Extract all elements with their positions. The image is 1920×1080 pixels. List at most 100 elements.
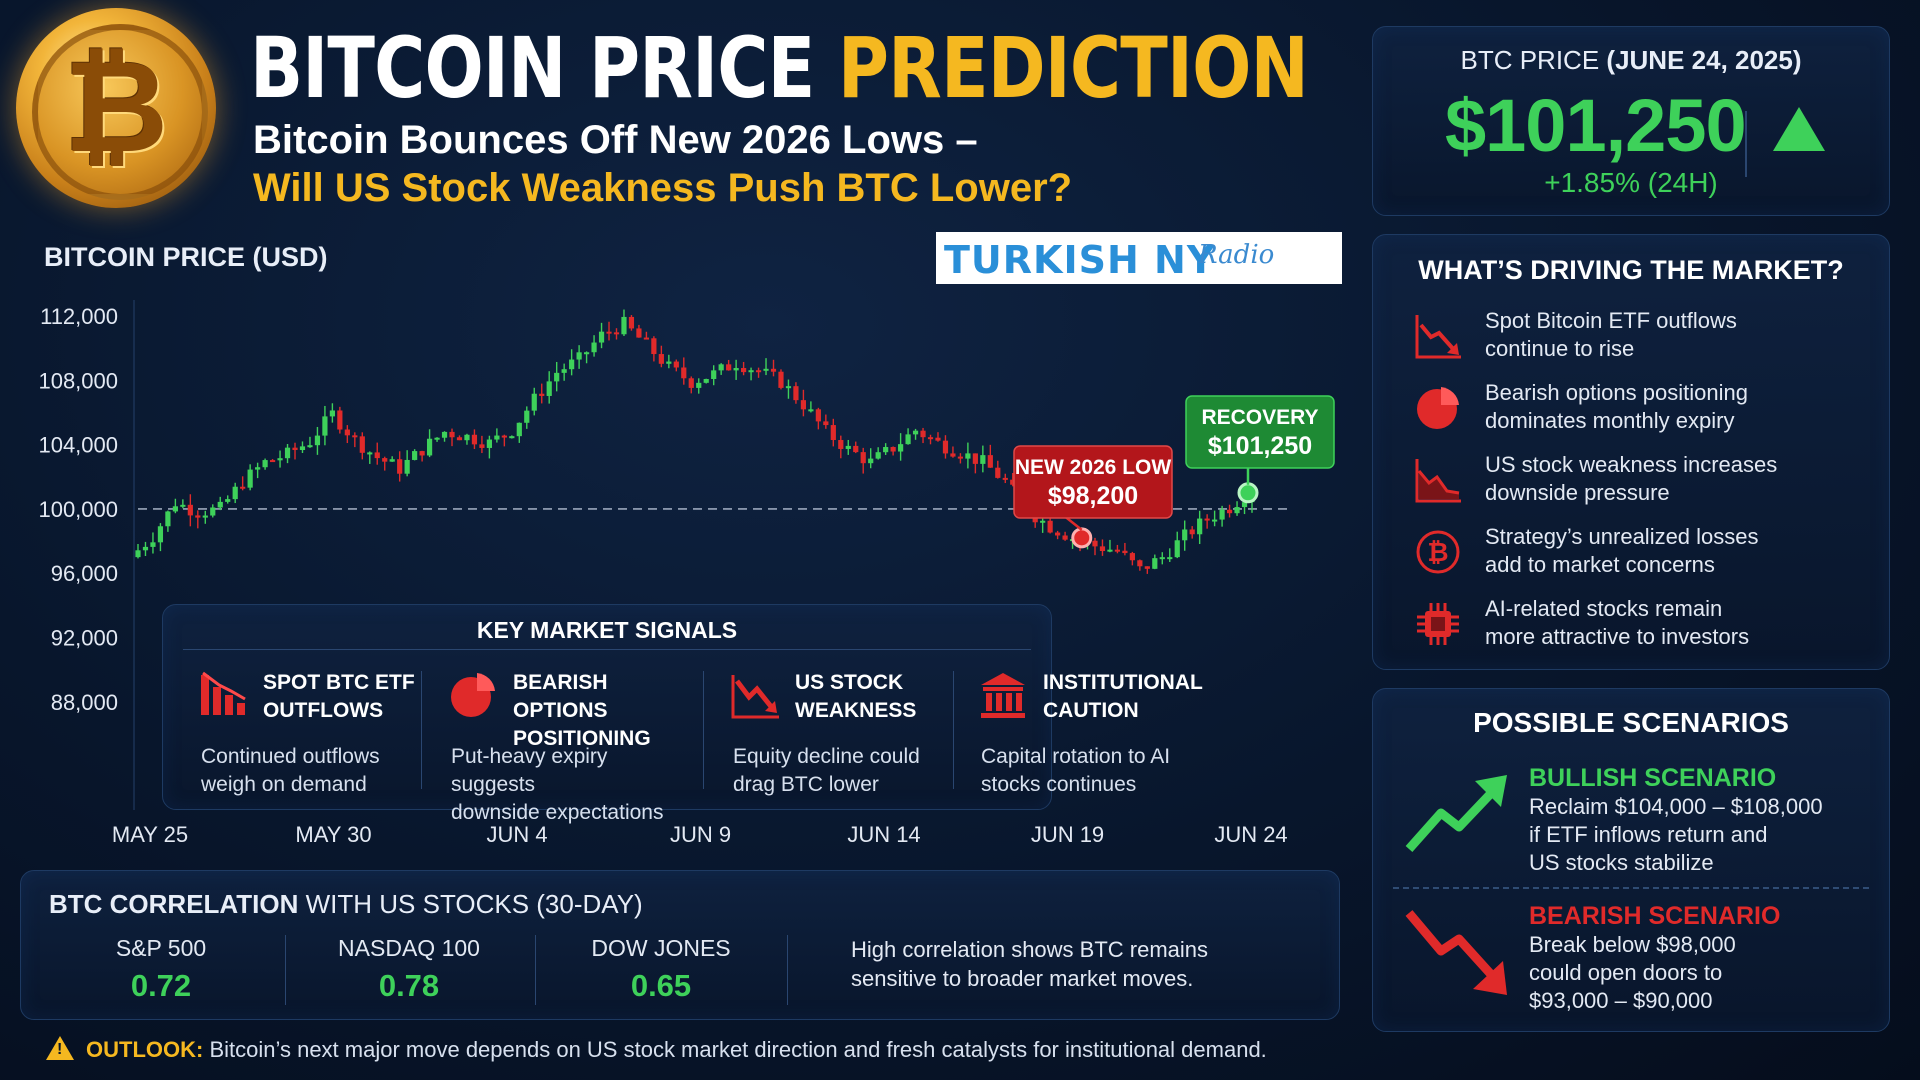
candle-body	[830, 425, 836, 441]
candle-body	[314, 435, 321, 446]
signal-title: BEARISH OPTIONS POSITIONING	[513, 671, 651, 750]
candle-body	[763, 368, 769, 371]
candle-body	[1234, 507, 1240, 514]
trend-down-icon	[731, 675, 779, 719]
low-callout-value: $98,200	[1048, 482, 1138, 510]
low-callout-label: NEW 2026 LOW	[1015, 456, 1172, 479]
signals-title: KEY MARKET SIGNALS	[476, 617, 738, 643]
candle-body	[352, 435, 358, 438]
candle-body	[942, 440, 949, 454]
candle-body	[397, 459, 403, 474]
x-tick-label: MAY 25	[112, 822, 188, 847]
candle-body	[651, 338, 657, 355]
candle-body	[1010, 479, 1016, 485]
candle-body	[486, 439, 492, 448]
y-tick-label: 88,000	[51, 690, 118, 715]
candle-body	[329, 410, 335, 417]
candle-body	[382, 458, 388, 462]
candle-body	[935, 437, 941, 441]
candle-body	[1197, 518, 1203, 535]
possible-scenarios: POSSIBLE SCENARIOS BULLISH SCENARIO Recl…	[1372, 688, 1890, 1032]
bearish-title: BEARISH SCENARIO	[1529, 902, 1781, 930]
bitcoin-symbol: ₿	[63, 33, 169, 182]
candle-body	[210, 507, 216, 516]
bitcoin-circle-icon: ₿	[1416, 530, 1460, 574]
correlation-nasdaq: NASDAQ 100 0.78	[338, 935, 480, 1003]
price-label-prefix: BTC PRICE	[1460, 45, 1600, 75]
bullish-desc: Reclaim $104,000 – $108,000 if ETF inflow…	[1529, 794, 1823, 875]
candle-body	[957, 456, 964, 459]
candle-body	[262, 460, 268, 468]
candle-body	[1122, 550, 1128, 554]
price-label: BTC PRICE (JUNE 24, 2025)	[1373, 45, 1889, 76]
x-tick-label: JUN 24	[1214, 822, 1287, 847]
candle-body	[673, 361, 679, 368]
candle-body	[980, 455, 986, 464]
up-arrow-icon	[1773, 107, 1825, 151]
candle-body	[621, 316, 627, 335]
candle-body	[890, 447, 896, 452]
outlook-bar: ! OUTLOOK: Bitcoin’s next major move depe…	[46, 1036, 1267, 1063]
candle-body	[853, 445, 859, 453]
candle-body	[905, 434, 911, 445]
driver-item: Bearish options positioning dominates mon…	[1413, 379, 1873, 439]
candle-body	[838, 440, 844, 449]
candle-body	[187, 504, 193, 516]
driver-text: Spot Bitcoin ETF outflows continue to ris…	[1485, 308, 1737, 361]
candle-body	[748, 370, 754, 373]
candle-body	[681, 367, 687, 379]
candle-body	[598, 331, 605, 343]
candle-body	[322, 416, 328, 436]
scenario-divider	[1393, 887, 1869, 889]
candle-body	[546, 381, 552, 396]
candle-body	[860, 452, 866, 464]
outlook-key: OUTLOOK:	[86, 1037, 204, 1062]
candle-body	[1189, 529, 1195, 535]
candle-body	[539, 393, 545, 396]
candle-body	[927, 437, 934, 440]
candle-body	[785, 386, 792, 389]
candle-body	[494, 435, 500, 440]
candle-body	[875, 452, 881, 459]
btc-correlation: BTC CORRELATION WITH US STOCKS (30-DAY) …	[20, 870, 1340, 1020]
signal-etf-outflows: SPOT BTC ETF OUTFLOWS Continued outflows w…	[197, 663, 447, 803]
candle-body	[613, 332, 620, 335]
candle-body	[516, 422, 522, 437]
candle-body	[524, 410, 530, 423]
candle-body	[456, 437, 463, 441]
recovery-marker	[1237, 482, 1259, 504]
candle-body	[419, 451, 425, 456]
candle-body	[1002, 477, 1008, 480]
candle-body	[247, 469, 253, 488]
signal-desc: Put-heavy expiry suggests downside expect…	[451, 745, 664, 824]
candle-body	[972, 453, 978, 464]
candle-body	[1159, 557, 1165, 560]
candle-body	[845, 445, 851, 449]
price-label-date: (JUNE 24, 2025)	[1606, 45, 1802, 75]
candle-body	[666, 361, 672, 364]
low-callout-box	[1013, 445, 1173, 519]
y-tick-label: 100,000	[38, 497, 118, 522]
candle-body	[740, 368, 747, 373]
watermark-brand: TURKISH NY	[944, 238, 1216, 282]
pie-chart-icon	[1417, 387, 1459, 429]
candle-body	[277, 458, 283, 461]
pie-chart-icon	[451, 673, 495, 717]
candle-body	[1167, 557, 1173, 560]
signal-desc: Continued outflows weigh on demand	[201, 745, 380, 796]
x-tick-label: JUN 19	[1031, 822, 1104, 847]
candle-body	[240, 486, 246, 489]
bullish-title: BULLISH SCENARIO	[1529, 764, 1777, 792]
bitcoin-coin-logo: ₿	[16, 8, 216, 208]
low-marker	[1071, 527, 1093, 549]
candle-body	[815, 409, 821, 422]
candle-body	[172, 506, 178, 512]
candle-body	[135, 550, 141, 558]
candle-body	[202, 515, 208, 518]
candle-body	[1092, 540, 1098, 547]
candle-body	[554, 372, 560, 382]
candle-body	[1114, 549, 1121, 552]
area-chart-down-icon	[1415, 459, 1461, 503]
price-change: +1.85% (24H)	[1544, 167, 1718, 198]
candle-body	[509, 436, 515, 439]
